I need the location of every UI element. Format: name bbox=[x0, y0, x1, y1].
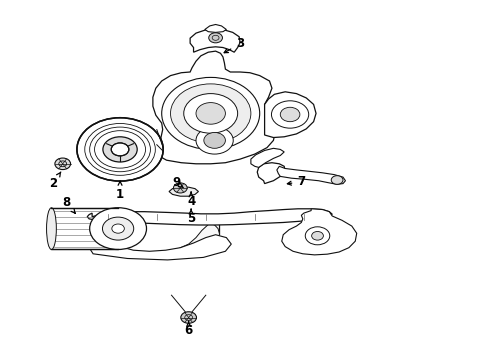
Circle shape bbox=[162, 77, 260, 149]
Polygon shape bbox=[277, 166, 345, 184]
Text: 9: 9 bbox=[172, 176, 183, 189]
Polygon shape bbox=[51, 208, 118, 249]
Circle shape bbox=[196, 103, 225, 124]
Text: 8: 8 bbox=[62, 196, 75, 213]
Ellipse shape bbox=[47, 208, 56, 249]
Polygon shape bbox=[78, 223, 220, 256]
Polygon shape bbox=[153, 51, 275, 164]
Polygon shape bbox=[169, 187, 198, 196]
Circle shape bbox=[55, 158, 71, 170]
Circle shape bbox=[312, 231, 323, 240]
Text: 7: 7 bbox=[287, 175, 305, 188]
Circle shape bbox=[112, 224, 124, 233]
Circle shape bbox=[280, 107, 300, 122]
Text: 6: 6 bbox=[185, 321, 193, 337]
Circle shape bbox=[77, 118, 163, 181]
Circle shape bbox=[171, 84, 251, 143]
Circle shape bbox=[204, 132, 225, 148]
Text: 4: 4 bbox=[187, 192, 195, 208]
Circle shape bbox=[173, 183, 187, 193]
Polygon shape bbox=[89, 230, 231, 260]
Polygon shape bbox=[265, 92, 316, 138]
Circle shape bbox=[103, 137, 137, 162]
Text: 2: 2 bbox=[49, 172, 61, 190]
Circle shape bbox=[102, 217, 134, 240]
Text: 3: 3 bbox=[224, 37, 244, 53]
Circle shape bbox=[181, 312, 196, 323]
Polygon shape bbox=[190, 29, 240, 52]
Polygon shape bbox=[87, 209, 332, 225]
Circle shape bbox=[331, 176, 343, 184]
Polygon shape bbox=[257, 163, 285, 184]
Text: 1: 1 bbox=[116, 181, 124, 201]
Circle shape bbox=[184, 94, 238, 133]
Circle shape bbox=[271, 101, 309, 128]
Circle shape bbox=[196, 127, 233, 154]
Polygon shape bbox=[282, 209, 357, 255]
Polygon shape bbox=[251, 148, 284, 167]
Circle shape bbox=[90, 208, 147, 249]
Polygon shape bbox=[205, 24, 226, 32]
Text: 5: 5 bbox=[187, 209, 195, 225]
Circle shape bbox=[305, 227, 330, 245]
Circle shape bbox=[111, 143, 129, 156]
Circle shape bbox=[209, 33, 222, 43]
Polygon shape bbox=[77, 217, 220, 255]
